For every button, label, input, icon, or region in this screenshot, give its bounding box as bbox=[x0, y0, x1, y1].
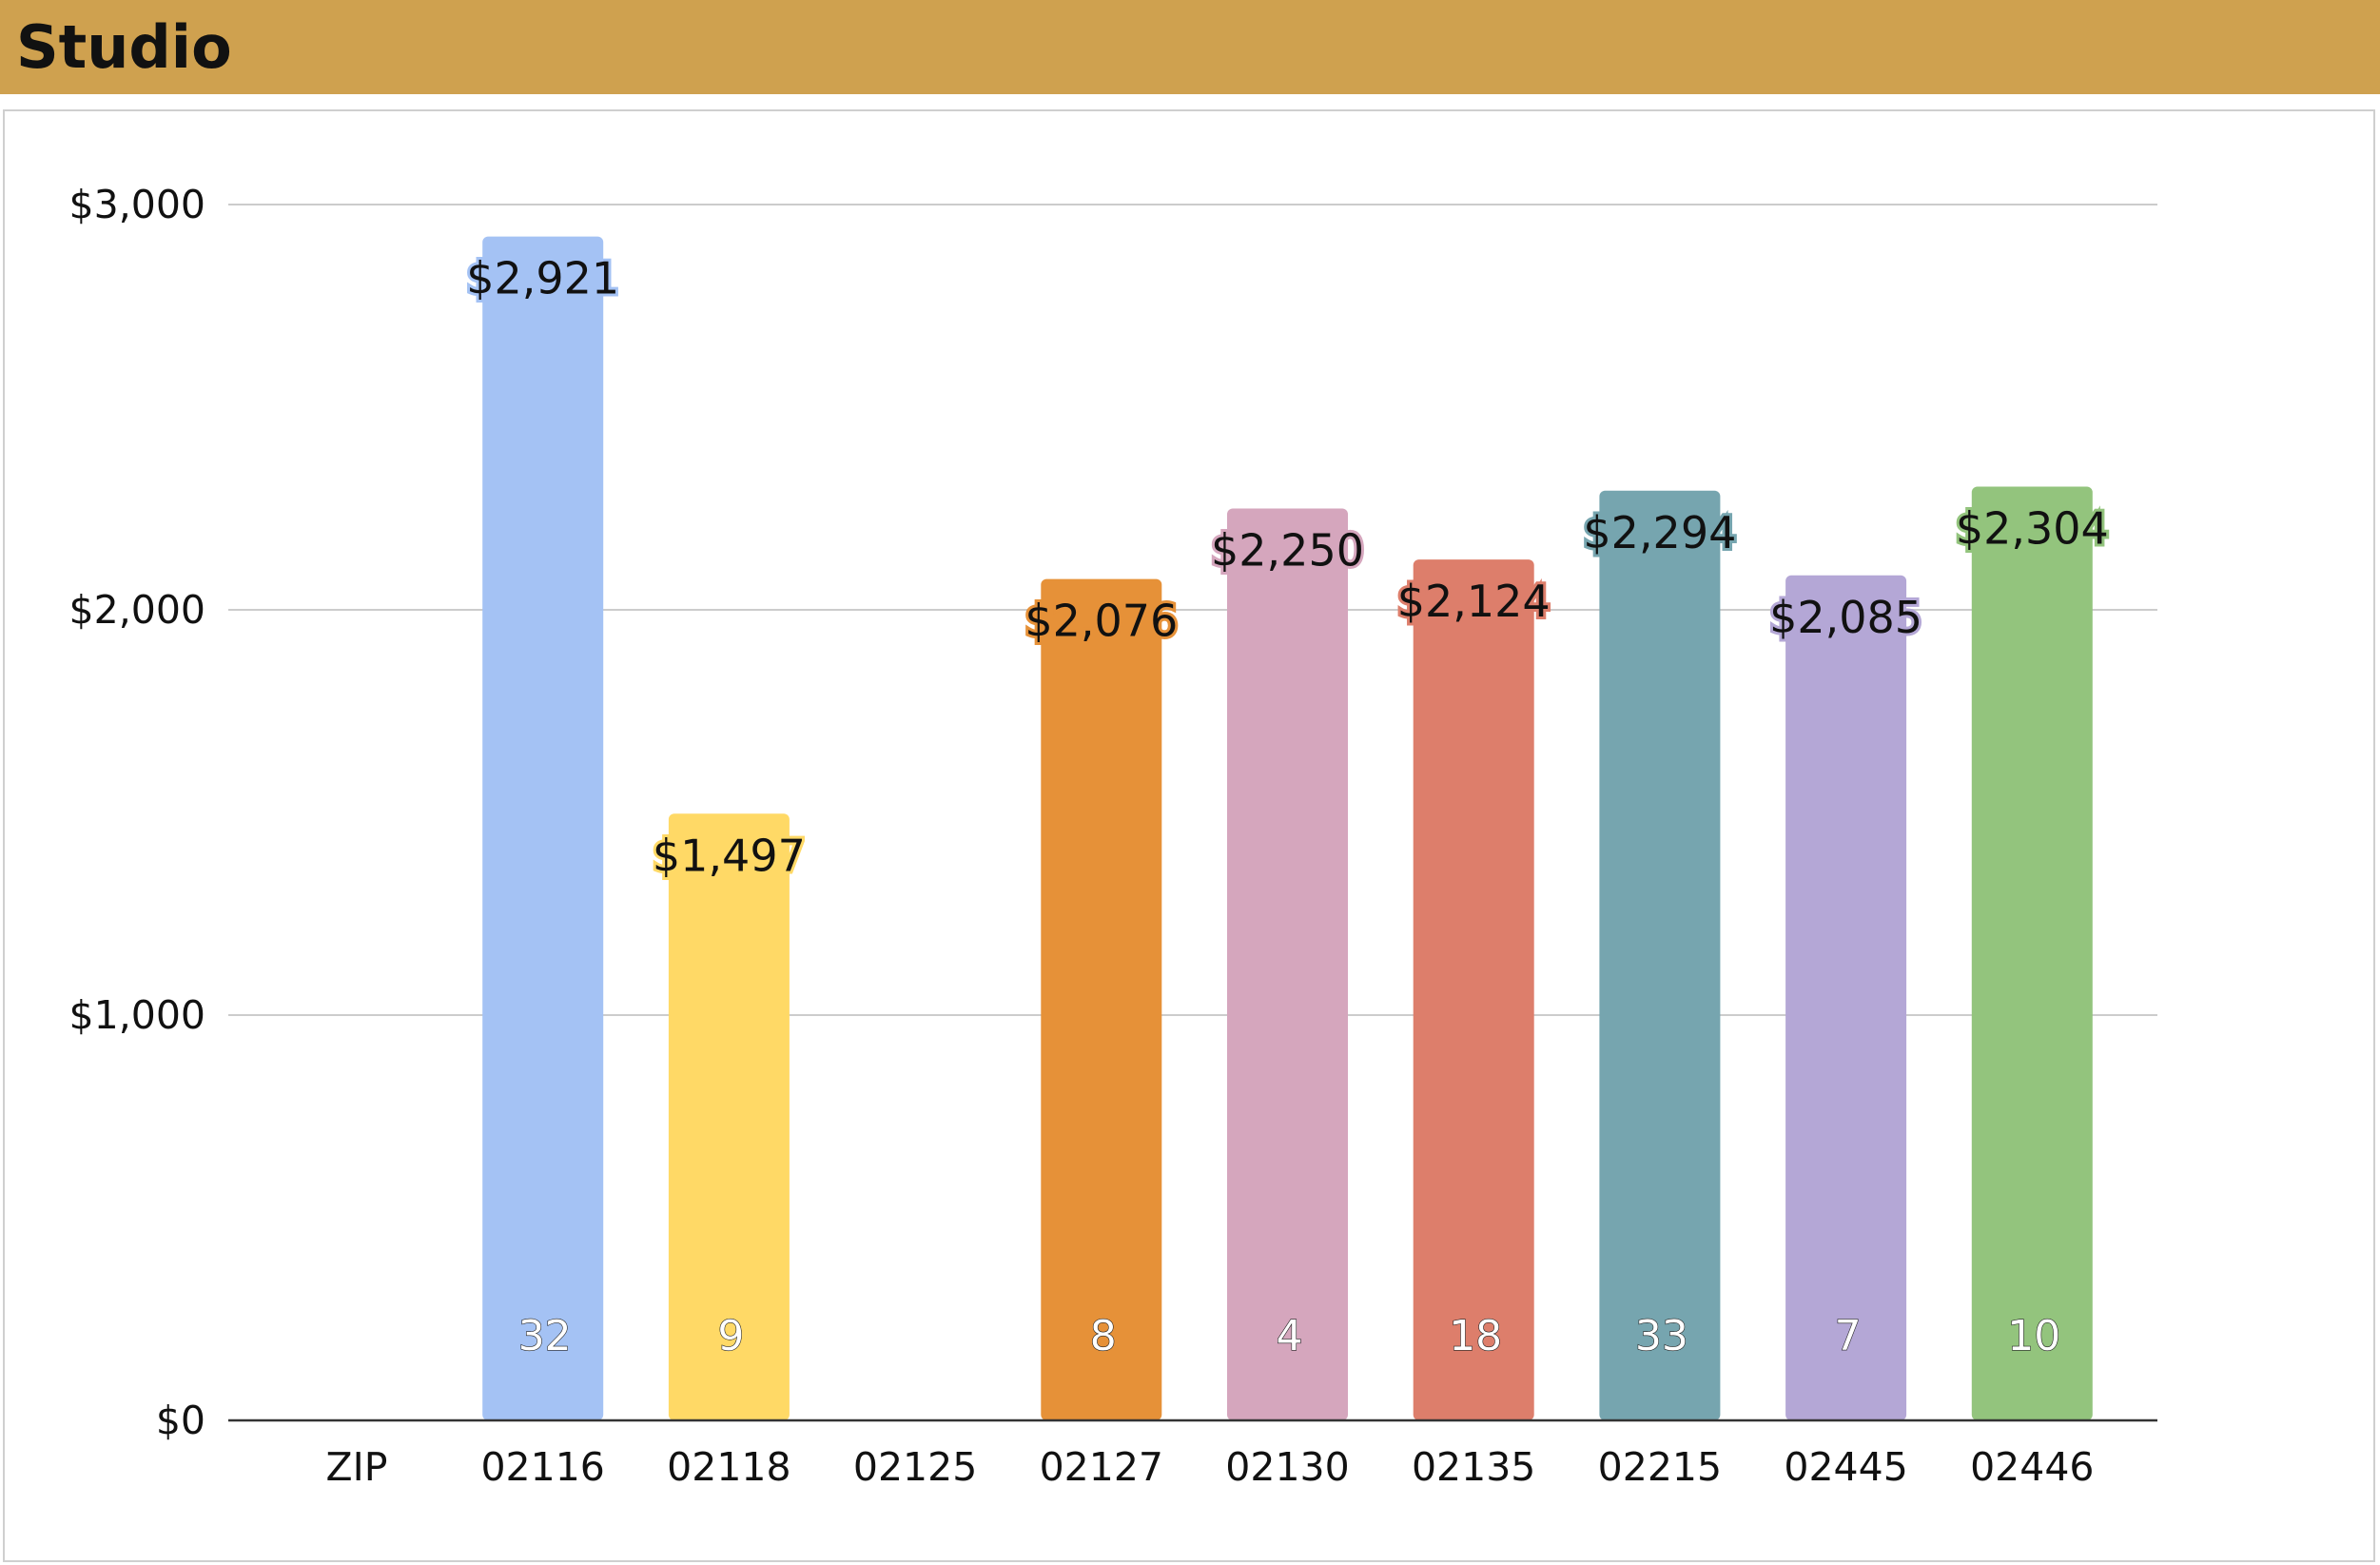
bar bbox=[1227, 508, 1348, 1420]
count-label: 9 bbox=[717, 1312, 744, 1360]
count-label: 33 bbox=[1635, 1312, 1688, 1360]
value-label: $2,076 bbox=[1024, 596, 1178, 647]
count-label: 10 bbox=[2007, 1312, 2060, 1360]
bar bbox=[1041, 578, 1162, 1420]
y-tick-label: $3,000 bbox=[69, 182, 205, 227]
value-label: $2,250 bbox=[1211, 525, 1364, 577]
value-label: $2,304 bbox=[1956, 502, 2109, 554]
count-label: 8 bbox=[1090, 1312, 1117, 1360]
x-tick-label: ZIP bbox=[326, 1444, 388, 1490]
bar bbox=[1971, 486, 2093, 1421]
count-label: 7 bbox=[1835, 1312, 1862, 1360]
y-tick-label: $2,000 bbox=[69, 587, 205, 633]
x-tick-label: 02118 bbox=[667, 1444, 790, 1490]
bar bbox=[668, 813, 790, 1420]
x-tick-label: 02127 bbox=[1040, 1444, 1163, 1490]
x-tick-label: 02116 bbox=[480, 1444, 604, 1490]
data-labels: $2,921 32 $1,497 9 $2,076 8 $2,250 4 $2,124 18 $2,… bbox=[463, 250, 2112, 1361]
x-tick-label: 02445 bbox=[1784, 1444, 1907, 1490]
bar bbox=[482, 236, 604, 1420]
x-tick-label: 02215 bbox=[1598, 1444, 1722, 1490]
x-tick-label: 02135 bbox=[1412, 1444, 1535, 1490]
value-label: $1,497 bbox=[653, 830, 806, 881]
chart-header: Studio bbox=[0, 0, 2380, 94]
y-tick-label: $1,000 bbox=[69, 992, 205, 1038]
x-tick-label: 02125 bbox=[853, 1444, 977, 1490]
chart-title: Studio bbox=[16, 12, 232, 82]
x-tick-label: 02446 bbox=[1970, 1444, 2094, 1490]
value-label: $2,124 bbox=[1397, 576, 1551, 627]
count-label: 32 bbox=[518, 1312, 572, 1360]
y-tick-label: $0 bbox=[156, 1398, 205, 1443]
bar bbox=[1413, 559, 1534, 1420]
value-label: $2,085 bbox=[1769, 592, 1922, 643]
bar bbox=[1599, 490, 1721, 1420]
value-label: $2,921 bbox=[466, 253, 619, 304]
count-label: 4 bbox=[1277, 1312, 1303, 1360]
count-label: 18 bbox=[1449, 1312, 1502, 1360]
value-label: $2,294 bbox=[1583, 507, 1736, 558]
axes: $0 $1,000 $2,000 $3,000 ZIP 02116 02118 02125 02… bbox=[69, 182, 2157, 1490]
bars bbox=[482, 236, 2093, 1421]
x-tick-label: 02130 bbox=[1225, 1444, 1349, 1490]
bar bbox=[1785, 575, 1907, 1420]
